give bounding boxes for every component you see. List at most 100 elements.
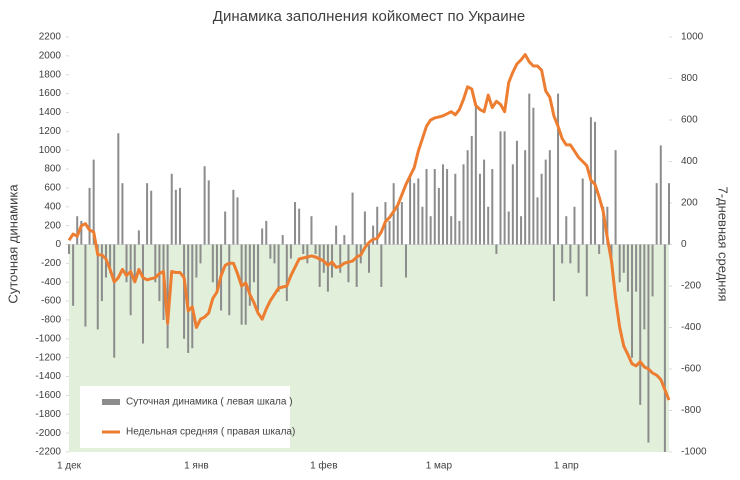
y2-tick-label: -600 [681,364,701,375]
bar [355,244,358,287]
bar [606,206,609,245]
legend-label: Недельная средняя ( правая шкала) [126,427,295,438]
y2-tick-label: 600 [681,115,698,126]
bar [557,93,560,245]
bar [524,150,527,245]
bar [507,211,510,245]
bar [462,164,465,245]
y-tick-label: 1200 [39,126,62,137]
y-axis-title: Суточная динамика [5,184,20,304]
bar [598,244,601,254]
y-tick-label: -800 [41,315,61,326]
bar [643,244,646,330]
bar [318,244,321,287]
bar [252,244,255,283]
bar [236,197,239,245]
y-tick-label: 600 [44,183,61,194]
bar [396,204,399,245]
bar [203,166,206,245]
bar [409,173,412,245]
y-tick-label: 0 [55,239,61,250]
x-tick-label: 1 фев [310,460,337,472]
bar [635,244,638,292]
bar [285,244,288,302]
y2-tick-label: -200 [681,281,701,292]
bar [565,216,568,245]
bar [454,173,457,245]
bar [257,244,260,311]
y2-tick-label: 800 [681,73,698,84]
bar [548,150,551,245]
bar [552,244,555,302]
bar [174,189,177,245]
bar [228,244,231,316]
bar [400,202,403,245]
bar [515,140,518,245]
y2-tick-label: 200 [681,198,698,209]
bar [92,159,95,245]
bar [581,178,584,245]
bar [663,244,666,452]
bar [626,244,629,292]
bar [310,216,313,245]
bar [129,244,132,316]
bar [195,244,198,278]
bar [372,225,375,245]
bar [441,164,444,245]
bar [659,145,662,245]
y2-tick-label: 0 [681,239,687,250]
y2-axis-title: 7-дневная средняя [716,186,731,301]
legend-box [80,386,290,448]
bar [191,244,194,349]
bar [154,244,157,283]
bar [80,220,83,245]
x-tick-label: 1 апр [554,461,579,472]
y2-tick-label: -1000 [681,447,707,458]
bar [76,216,79,245]
bar [425,169,428,245]
bar [470,136,473,245]
bar [569,244,572,264]
bar [614,150,617,245]
bar [211,244,214,283]
x-tick-label: 1 янв [184,461,209,472]
bar [314,244,317,254]
bar [540,173,543,245]
bar [602,206,605,245]
y-tick-label: -600 [41,296,61,307]
y2-tick-label: 1000 [681,32,704,43]
bar [289,244,292,259]
bar [511,164,514,245]
y-tick-label: -1400 [35,371,61,382]
y-tick-label: 1000 [39,145,62,156]
bar [84,244,87,327]
bar [109,244,112,273]
bar [404,244,407,278]
bar [351,192,354,245]
y-tick-label: -1200 [35,352,61,363]
bar [561,244,564,264]
bar [368,244,370,273]
bar [343,235,346,245]
bar [528,93,531,245]
y-tick-label: 2000 [39,51,62,62]
bar [281,235,284,245]
bar [183,244,186,339]
bar [495,244,498,254]
y-tick-label: -1600 [35,390,61,401]
legend-label: Суточная динамика ( левая шкала ) [126,397,293,408]
bar [474,103,477,245]
bar [215,244,218,292]
y-tick-label: 2200 [39,32,62,43]
y-tick-label: 1400 [39,107,62,118]
bar [631,244,634,358]
bar [380,244,383,287]
y2-tick-label: -800 [681,405,701,416]
y-tick-label: -2000 [35,428,61,439]
bar [491,169,494,245]
bar [265,220,268,245]
x-tick-label: 1 дек [57,461,82,472]
bar [363,211,366,245]
bar [298,208,301,245]
